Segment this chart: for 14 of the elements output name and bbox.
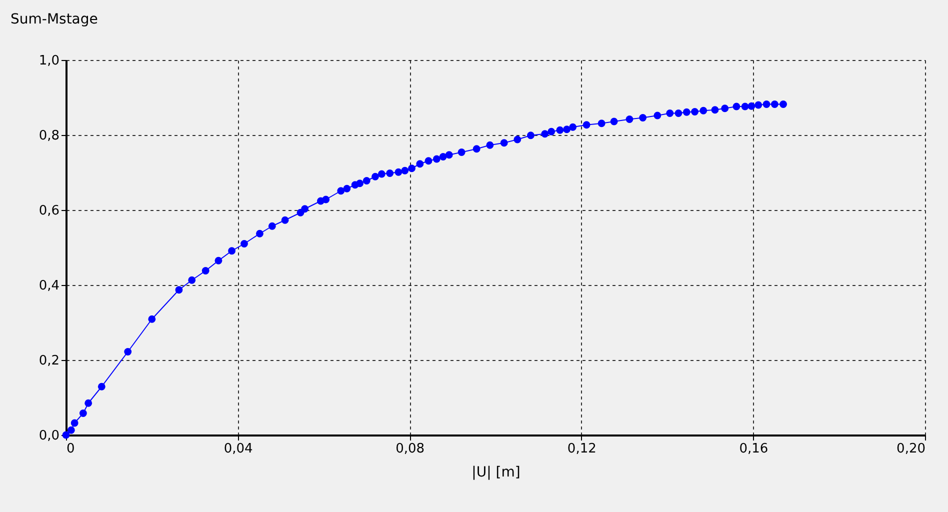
y-tick-label: 1,0 (38, 54, 60, 68)
y-tick-label: 0,2 (38, 354, 60, 368)
y-tick-label: 0,8 (38, 128, 60, 144)
y-tick-label: 0,6 (38, 204, 60, 218)
x-tick-label: 0 (66, 442, 75, 456)
x-axis-title: |U| [m] (472, 464, 520, 480)
x-tick-label: 0,16 (739, 442, 768, 456)
x-tick-label: 0,04 (224, 442, 253, 456)
x-tick-label: 0,20 (896, 442, 926, 456)
x-tick-label: 0,08 (396, 442, 425, 456)
y-axis-title: Sum-Mstage (10, 12, 98, 28)
y-tick-label: 0,0 (38, 428, 60, 444)
y-tick-label: 0,4 (38, 278, 60, 294)
x-tick-label: 0,12 (567, 442, 596, 456)
